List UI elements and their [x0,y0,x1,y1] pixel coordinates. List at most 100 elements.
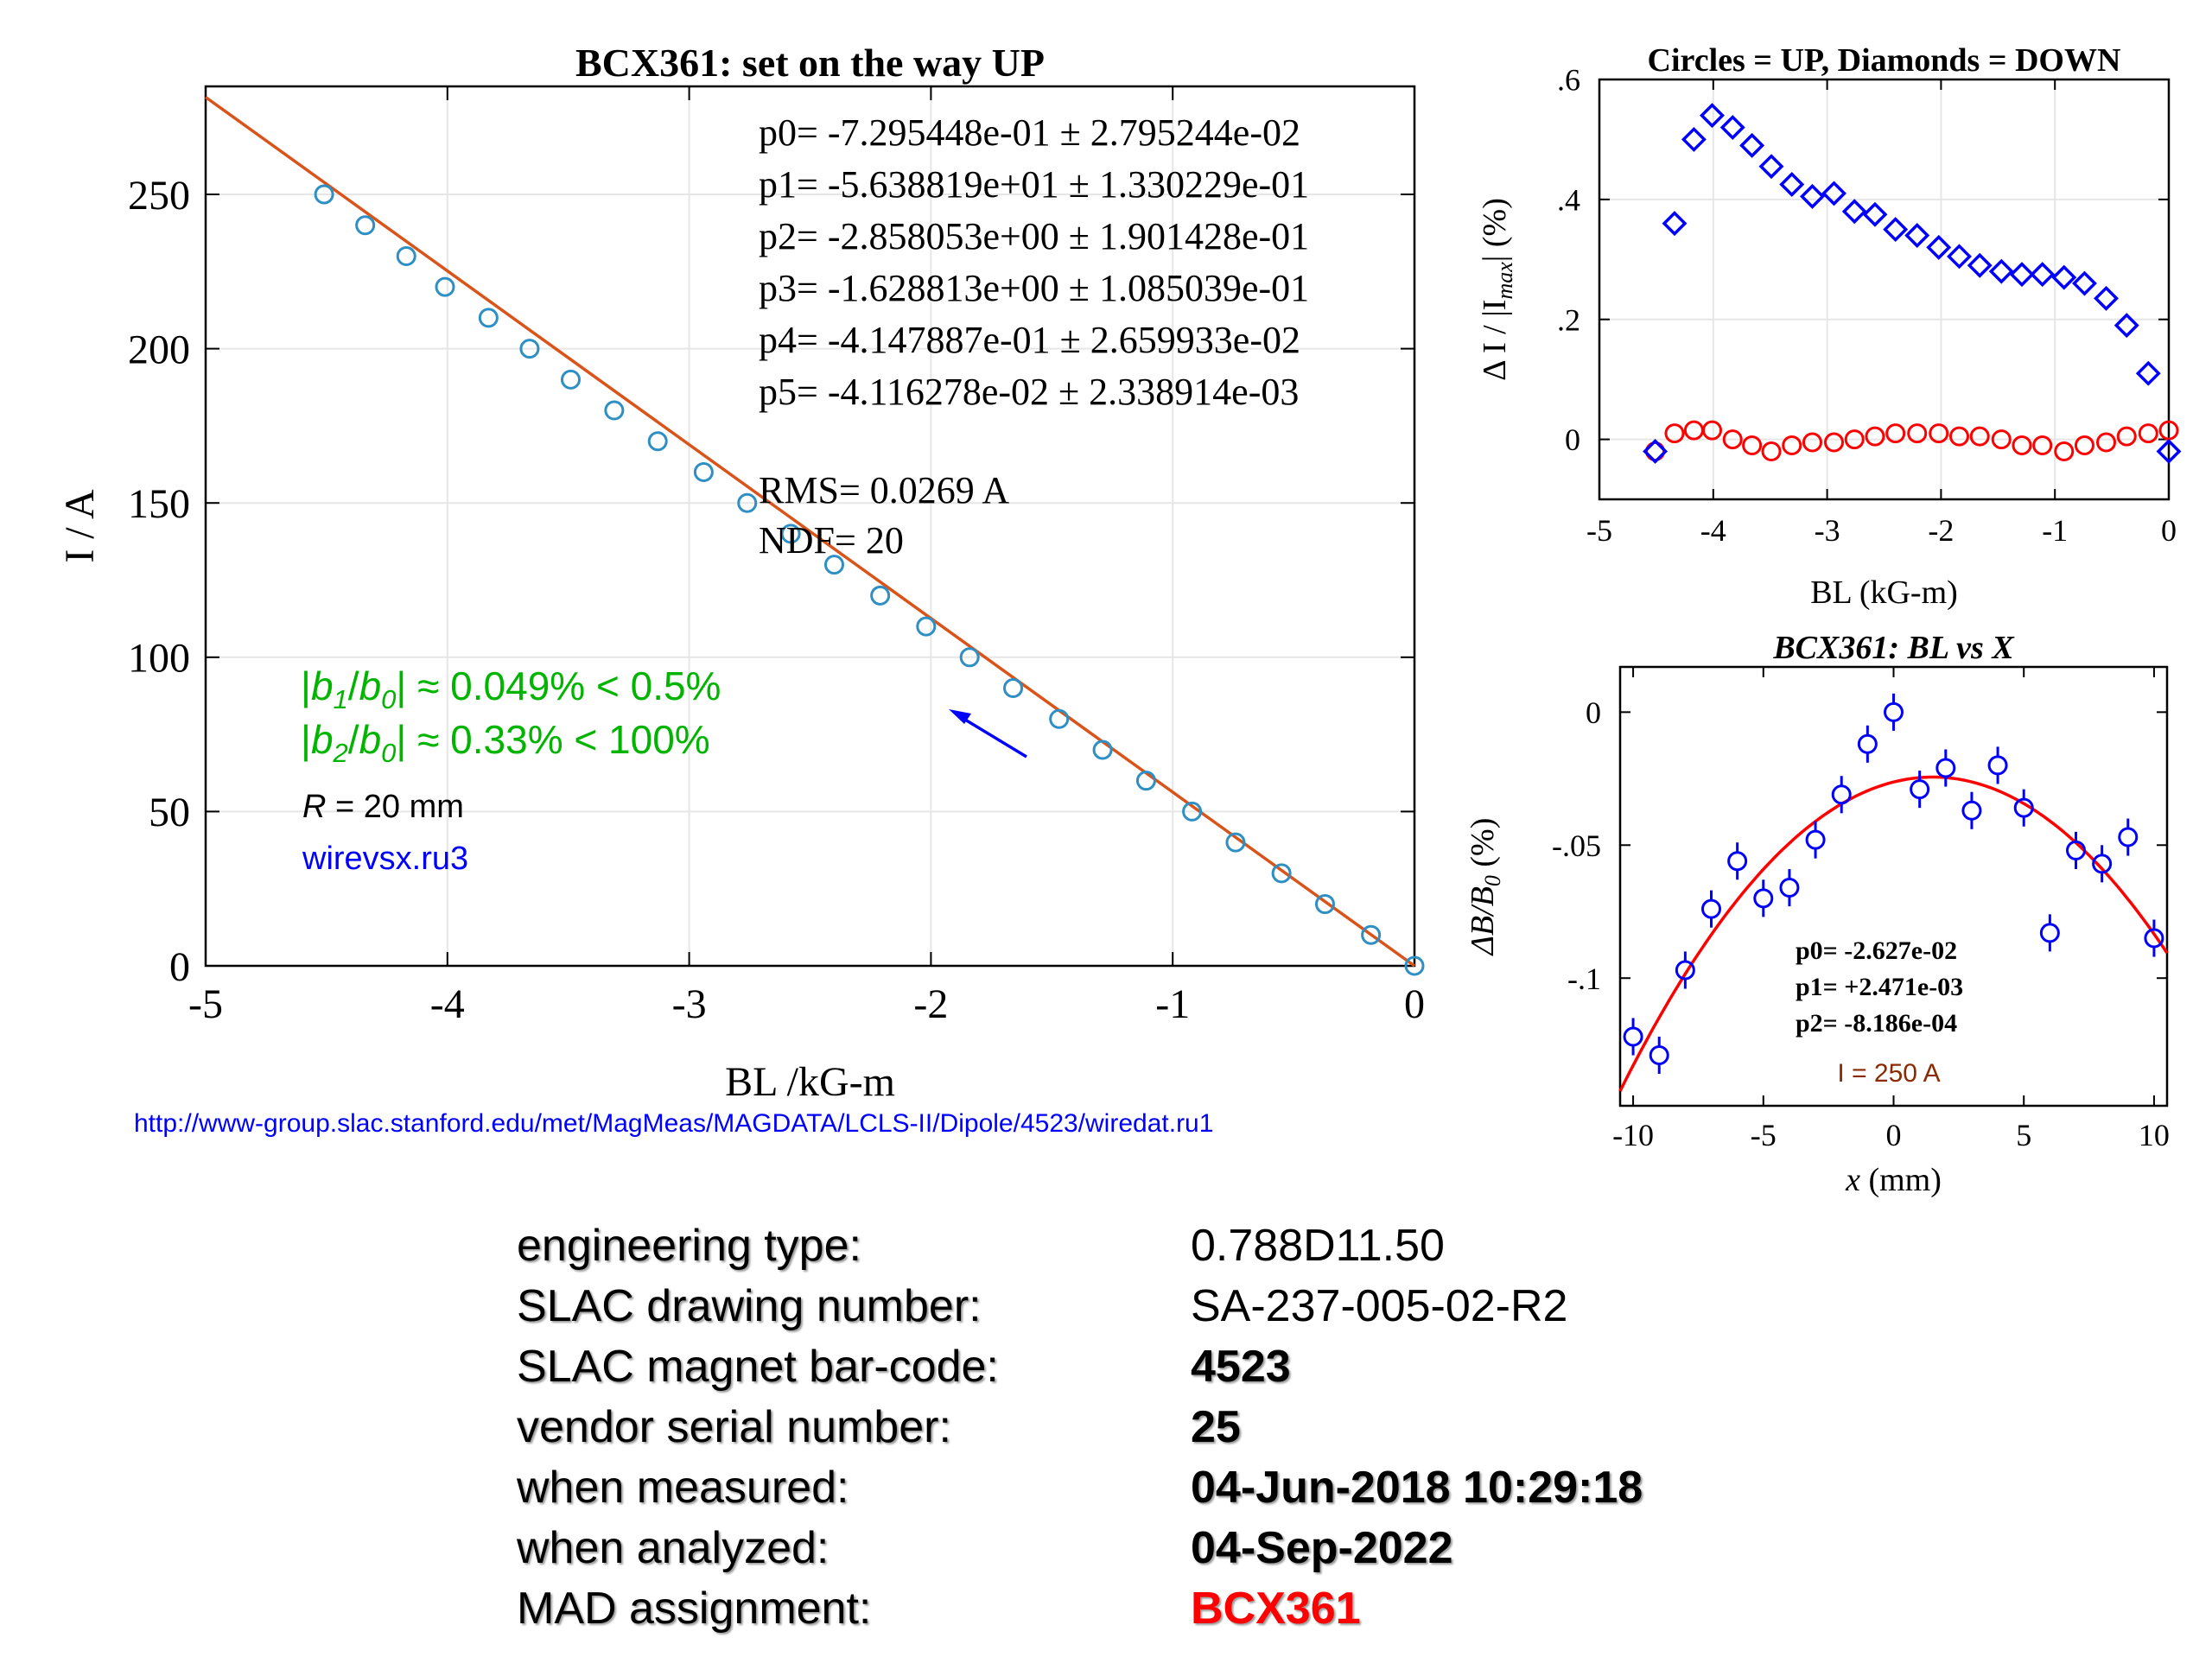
up-data-point [2012,435,2032,456]
data-point [693,461,714,482]
x-tick-label: -2 [1928,513,1954,548]
down-data-point [1643,438,1669,464]
down-data-point [1947,244,1972,270]
data-point [519,339,540,359]
down-data-point [1758,154,1784,180]
y-tick-label: -.05 [1552,828,1601,863]
y-tick-label: 100 [128,636,190,682]
data-point [1314,894,1335,915]
x-tick-label: -10 [1612,1118,1654,1152]
data-point [2144,928,2164,949]
data-point [1831,784,1852,805]
info-label: SLAC drawing number: [517,1281,982,1331]
data-point [1271,863,1292,884]
info-label: when analyzed: [517,1523,830,1573]
x-tick-label: -4 [430,981,465,1027]
info-row-drawing-number: SLAC drawing number: SA-237-005-02-R2 [0,1280,2212,1341]
up-data-point [1865,426,1885,447]
data-point [1779,878,1800,898]
down-data-point [1904,223,1930,248]
data-point [604,400,625,421]
down-data-point [1739,132,1765,158]
down-data-point [2094,285,2119,311]
down-data-point [1799,183,1825,209]
fit-param-text: p2= -2.858053e+00 ± 1.901428e-01 [759,215,1309,257]
up-data-point [2054,441,2075,461]
up-data-point [1683,420,1704,441]
up-data-point [2116,426,2137,447]
x-tick-label: 10 [2139,1118,2170,1152]
data-point [959,647,980,668]
data-point [647,431,668,452]
up-data-point [1701,420,1722,441]
direction-arrow-head [949,709,971,724]
x-tick-label: -5 [1586,513,1612,548]
down-data-point [1926,234,1952,260]
y-tick-label: 250 [128,173,190,219]
data-point [1961,800,1982,821]
plot-frame [1618,665,2169,1108]
info-label: engineering type: [517,1221,861,1271]
y-tick-label: 0 [169,944,190,990]
data-point [1675,960,1695,981]
data-point [1701,898,1721,919]
up-data-point [1885,423,1906,444]
info-row-mad-assignment: MAD assignment: BCX361 [0,1583,2212,1643]
data-point [780,524,801,544]
b1-annotation: |b1/b0| ≈ 0.049% < 0.5% [301,663,721,714]
data-point [1753,888,1774,909]
fit-param-text: p3= -1.628813e+00 ± 1.085039e-01 [759,267,1309,309]
data-point [823,555,844,575]
down-data-point [2156,438,2182,464]
data-point [435,276,455,297]
fit-param-text: p0= -7.295448e-01 ± 2.795244e-02 [759,111,1300,154]
up-data-point [1802,432,1822,453]
down-data-point [1883,217,1909,243]
x-tick-label: 0 [1886,1118,1902,1152]
data-point [560,369,581,390]
x-tick-label: 0 [1404,981,1425,1027]
info-value: 04-Jun-2018 10:29:18 [1191,1463,1643,1513]
data-point [1936,758,1956,778]
x-tick-label: 5 [2016,1118,2031,1152]
rms-text: RMS= 0.0269 A [759,469,1009,511]
radius-annotation: R = 20 mm [302,789,464,825]
data-point [1182,801,1203,822]
fit-param-text: p4= -4.147887e-01 ± 2.659933e-02 [759,319,1300,361]
b2-annotation: |b2/b0| ≈ 0.33% < 100% [301,717,710,768]
data-point [1404,955,1425,976]
info-row-when-analyzed: when analyzed: 04-Sep-2022 [0,1522,2212,1583]
ndf-text: NDF= 20 [759,519,904,562]
down-data-point [1841,199,1867,225]
fit-param-text: p5= -4.116278e-02 ± 2.338914e-03 [759,371,1299,413]
data-point [2013,797,2034,818]
down-data-point [2051,264,2077,290]
info-label: vendor serial number: [517,1402,951,1452]
data-point [1003,678,1024,699]
data-point [870,585,891,606]
up-data-point [1991,429,2012,450]
up-data-point [2096,432,2117,453]
down-data-point [1719,115,1745,141]
info-value: SA-237-005-02-R2 [1191,1281,1568,1331]
bx-fit-p2: p2= -8.186e-04 [1796,1009,1957,1038]
down-data-point [1821,181,1847,206]
down-data-point [2113,313,2139,339]
bx-current-label: I = 250 A [1837,1059,1940,1088]
data-point [1623,1026,1643,1047]
down-data-point [1779,172,1805,197]
up-data-point [1664,423,1685,444]
up-data-point [1844,429,1865,450]
y-tick-label: .4 [1557,182,1580,217]
data-point [1910,779,1930,800]
up-data-point [1929,423,1949,444]
data-point [1727,851,1748,872]
info-row-bar-code: SLAC magnet bar-code: 4523 [0,1341,2212,1401]
info-row-serial-number: vendor serial number: 25 [0,1401,2212,1462]
direction-arrow [960,715,1027,759]
data-point [478,308,499,328]
data-point [1805,829,1826,850]
info-row-engineering-type: engineering type: 0.788D11.50 [0,1220,2212,1280]
up-data-point [1761,441,1782,461]
x-tick-label: -4 [1700,513,1726,548]
